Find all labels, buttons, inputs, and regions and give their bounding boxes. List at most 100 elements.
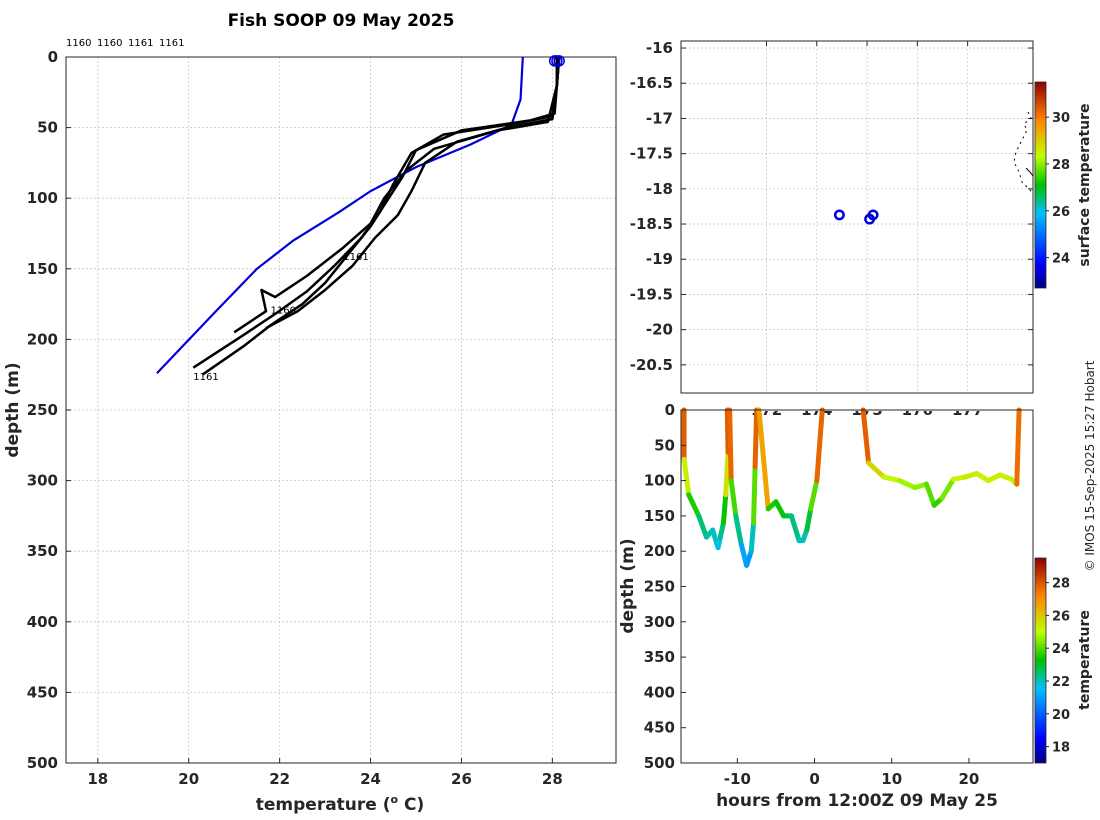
profile-id-label: 1161 bbox=[343, 252, 368, 263]
latitude-tick-label: -18.5 bbox=[630, 215, 673, 233]
track-segment bbox=[756, 407, 771, 512]
depth-tick-label: 350 bbox=[27, 542, 58, 560]
temperature-panel-frame bbox=[65, 56, 617, 764]
depth-tick-label-right: 450 bbox=[644, 719, 675, 737]
track-segment bbox=[923, 481, 937, 508]
cast-location-marker bbox=[867, 209, 879, 221]
temperature-colorbar-tick-label: 20 bbox=[1052, 708, 1070, 723]
cast-location-marker bbox=[833, 209, 845, 221]
latitude-tick-label: -19.5 bbox=[630, 285, 673, 303]
track-segment bbox=[939, 476, 956, 501]
depth-tick-label: 50 bbox=[37, 119, 58, 137]
track-segment bbox=[723, 449, 731, 498]
profile-id-top-label: 1161 bbox=[128, 38, 153, 49]
track-segment bbox=[748, 520, 757, 554]
track-segment bbox=[696, 513, 709, 540]
track-segment bbox=[866, 460, 887, 480]
depth-tick-label-right: 150 bbox=[644, 507, 675, 525]
depth-tick-label-right: 300 bbox=[644, 613, 675, 631]
temperature-colorbar bbox=[1034, 557, 1047, 764]
latitude-tick-label: -18 bbox=[646, 180, 673, 198]
map-panel: -16 -16.5 -17 -17.5 -18 -18.5 -19 -19.5 -20 -20.5… bbox=[630, 39, 1034, 419]
surface-colorbar-tick-label: 30 bbox=[1052, 111, 1070, 126]
profile-id-label: 1161 bbox=[193, 372, 218, 383]
track-segment bbox=[808, 478, 820, 512]
surface-marker bbox=[551, 55, 563, 67]
depth-tick-label-right: 500 bbox=[644, 754, 675, 772]
latitude-tick-label: -20.5 bbox=[630, 356, 673, 374]
track-segment bbox=[686, 492, 702, 519]
surface-colorbar-tick-label: 24 bbox=[1052, 252, 1070, 267]
temperature-tick-label: 24 bbox=[360, 770, 381, 788]
panel-overlap-mask bbox=[681, 395, 1033, 411]
profile-id-top-label: 1161 bbox=[159, 38, 184, 49]
depth-tick-label-right: 50 bbox=[654, 436, 675, 454]
depth-tick-label: 100 bbox=[27, 189, 58, 207]
track-segment bbox=[681, 456, 692, 498]
temperature-colorbar-tick-label: 26 bbox=[1052, 609, 1070, 624]
imos-credit: © IMOS 15-Sep-2025 15:27 Hobart bbox=[1083, 360, 1097, 571]
track-segment bbox=[733, 513, 744, 547]
track-segment bbox=[788, 513, 802, 544]
profile-id-top-label: 1160 bbox=[97, 38, 122, 49]
track-segment bbox=[1014, 407, 1022, 487]
hours-tick-label: 20 bbox=[958, 770, 979, 788]
depth-tick-label: 500 bbox=[27, 754, 58, 772]
depth-tick-label: 0 bbox=[48, 48, 58, 66]
time-depth-panel-frame bbox=[680, 409, 1034, 764]
latitude-tick-label: -17.5 bbox=[630, 145, 673, 163]
latitude-tick-label: -17 bbox=[646, 109, 673, 127]
depth-tick-label: 250 bbox=[27, 401, 58, 419]
surface-temperature-colorbar bbox=[1034, 81, 1047, 289]
temperature-colorbar-tick-label: 24 bbox=[1052, 642, 1070, 657]
temperature-colorbar-tick-label: 18 bbox=[1052, 741, 1070, 756]
profile-id-top-label: 1160 bbox=[66, 38, 91, 49]
latitude-tick-label: -20 bbox=[646, 321, 673, 339]
temperature-tick-label: 18 bbox=[87, 770, 108, 788]
temperature-tick-label: 26 bbox=[451, 770, 472, 788]
temperature-profile-line bbox=[265, 56, 561, 330]
depth-axis-label-right: depth (m) bbox=[618, 538, 638, 633]
latitude-tick-label: -16.5 bbox=[630, 74, 673, 92]
track-segment bbox=[860, 407, 872, 466]
profile-id-label: 1160 bbox=[271, 306, 296, 317]
hours-tick-label: 10 bbox=[881, 770, 902, 788]
depth-tick-label-right: 350 bbox=[644, 648, 675, 666]
depth-tick-label: 300 bbox=[27, 472, 58, 490]
depth-tick-label-right: 250 bbox=[644, 578, 675, 596]
temperature-colorbar-tick-label: 22 bbox=[1052, 675, 1070, 690]
climatology-line bbox=[156, 56, 524, 375]
track-segment bbox=[728, 478, 739, 519]
track-segment bbox=[752, 407, 760, 469]
track-segment bbox=[720, 492, 729, 526]
temperature-tick-label: 22 bbox=[269, 770, 290, 788]
depth-tick-label-right: 200 bbox=[644, 542, 675, 560]
latitude-tick-label: -16 bbox=[646, 39, 673, 57]
coastline bbox=[1013, 111, 1034, 195]
track-segment bbox=[814, 407, 825, 484]
depth-tick-label: 450 bbox=[27, 683, 58, 701]
depth-tick-label-right: 100 bbox=[644, 472, 675, 490]
latitude-tick-label: -19 bbox=[646, 250, 673, 268]
temperature-tick-label: 20 bbox=[178, 770, 199, 788]
track-segment bbox=[881, 474, 902, 484]
depth-tick-label-right: 400 bbox=[644, 683, 675, 701]
track-segment bbox=[896, 478, 918, 491]
depth-axis-label: depth (m) bbox=[3, 362, 23, 457]
depth-tick-label-right: 0 bbox=[665, 401, 675, 419]
track-segment bbox=[773, 499, 787, 519]
track-segment bbox=[804, 506, 814, 533]
chart-title: Fish SOOP 09 May 2025 bbox=[228, 11, 455, 31]
depth-tick-label: 400 bbox=[27, 613, 58, 631]
hours-axis-label: hours from 12:00Z 09 May 25 bbox=[716, 791, 998, 811]
surface-colorbar-tick-label: 26 bbox=[1052, 205, 1070, 220]
temperature-colorbar-tick-label: 28 bbox=[1052, 577, 1070, 592]
temperature-tick-label: 28 bbox=[542, 770, 563, 788]
temperature-colorbar-label: temperature bbox=[1077, 610, 1093, 710]
surface-temperature-colorbar-label: surface temperature bbox=[1077, 103, 1093, 266]
track-segment bbox=[751, 463, 758, 526]
hours-tick-label: 0 bbox=[809, 770, 819, 788]
temperature-depth-panel: 18 20 22 24 26 28 0 50 100 150 200 250 300 350 400 450 5… bbox=[27, 38, 617, 788]
